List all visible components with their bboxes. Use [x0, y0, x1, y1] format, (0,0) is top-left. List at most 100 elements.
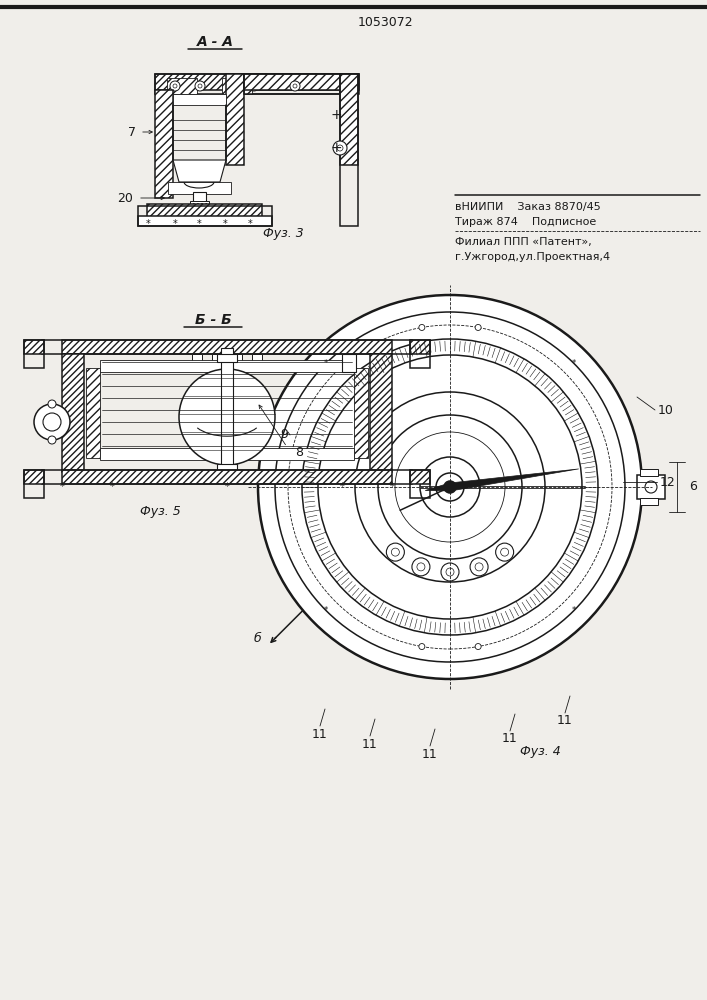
Circle shape [378, 415, 522, 559]
Bar [138, 216, 272, 226]
Bar [155, 90, 173, 198]
Bar [193, 192, 206, 202]
Circle shape [355, 392, 545, 582]
Bar [24, 340, 44, 368]
Circle shape [258, 295, 642, 679]
Text: Фуз. 4: Фуз. 4 [520, 744, 561, 758]
Circle shape [232, 81, 242, 91]
Circle shape [318, 355, 582, 619]
Bar [147, 204, 262, 218]
Polygon shape [425, 469, 579, 491]
Bar [410, 470, 430, 498]
Bar [340, 74, 358, 226]
Text: *: * [324, 359, 328, 368]
Bar [100, 448, 354, 460]
Circle shape [252, 84, 256, 88]
Text: *: * [173, 219, 177, 229]
Bar [173, 94, 226, 105]
Bar [244, 74, 359, 94]
Bar [640, 469, 658, 476]
Bar [24, 470, 44, 498]
Text: A - A: A - A [197, 35, 233, 49]
Circle shape [293, 84, 297, 88]
Circle shape [302, 339, 598, 635]
Circle shape [392, 548, 399, 556]
Circle shape [501, 548, 508, 556]
Polygon shape [173, 160, 226, 182]
Bar [24, 340, 44, 354]
Text: Тираж 874    Подписное: Тираж 874 Подписное [455, 217, 596, 227]
Bar [100, 360, 354, 372]
Circle shape [48, 436, 56, 444]
Bar [226, 74, 244, 165]
Bar [24, 470, 44, 484]
Circle shape [436, 473, 464, 501]
Text: *: * [390, 482, 395, 492]
Circle shape [179, 369, 275, 465]
Bar [212, 354, 222, 362]
Bar [86, 368, 100, 458]
Circle shape [43, 413, 61, 431]
Text: *: * [225, 482, 229, 492]
Text: *: * [572, 606, 576, 615]
Text: 20: 20 [117, 192, 133, 205]
Circle shape [34, 404, 70, 440]
Circle shape [475, 644, 481, 650]
Bar [62, 354, 84, 472]
Text: 10: 10 [658, 403, 674, 416]
Bar [232, 354, 242, 362]
Bar [42, 470, 412, 484]
Circle shape [420, 457, 480, 517]
Bar [192, 354, 202, 362]
Bar [342, 354, 356, 372]
Text: 11: 11 [422, 748, 438, 760]
Text: *: * [324, 606, 328, 615]
Text: 11: 11 [362, 738, 378, 750]
Text: 11: 11 [312, 728, 328, 740]
Text: 6: 6 [689, 481, 697, 493]
Circle shape [235, 84, 239, 88]
Bar [217, 464, 237, 472]
Circle shape [419, 324, 425, 330]
Circle shape [395, 432, 505, 542]
Circle shape [441, 563, 459, 581]
Circle shape [275, 312, 625, 662]
Bar [167, 78, 197, 94]
Text: *: * [146, 219, 151, 229]
Text: Фуз. 3: Фуз. 3 [262, 227, 303, 239]
Circle shape [198, 84, 202, 88]
Bar [217, 354, 237, 362]
Text: *: * [110, 482, 115, 492]
Circle shape [343, 81, 353, 91]
Bar [340, 74, 358, 165]
Text: 11: 11 [557, 714, 573, 728]
Text: *: * [59, 482, 64, 492]
Circle shape [444, 481, 456, 493]
Text: 9: 9 [280, 428, 288, 442]
Bar [244, 74, 359, 90]
Bar [354, 368, 368, 458]
Circle shape [173, 84, 177, 88]
Bar [410, 340, 430, 368]
Bar [640, 498, 658, 505]
Text: Б - Б: Б - Б [194, 313, 231, 327]
Circle shape [170, 81, 180, 91]
Bar [42, 340, 412, 354]
Text: 12: 12 [660, 476, 676, 488]
Bar [370, 354, 392, 472]
Circle shape [496, 543, 514, 561]
Circle shape [470, 558, 488, 576]
Bar [637, 475, 665, 499]
Circle shape [645, 481, 657, 493]
Circle shape [475, 324, 481, 330]
Bar [155, 74, 340, 94]
Circle shape [346, 84, 350, 88]
Circle shape [446, 568, 454, 576]
Text: г.Ужгород,ул.Проектная,4: г.Ужгород,ул.Проектная,4 [455, 252, 610, 262]
Circle shape [195, 81, 205, 91]
Bar [252, 354, 262, 362]
Circle shape [337, 145, 343, 151]
Circle shape [417, 563, 425, 571]
Text: *: * [572, 359, 576, 368]
Text: +: + [330, 141, 341, 155]
